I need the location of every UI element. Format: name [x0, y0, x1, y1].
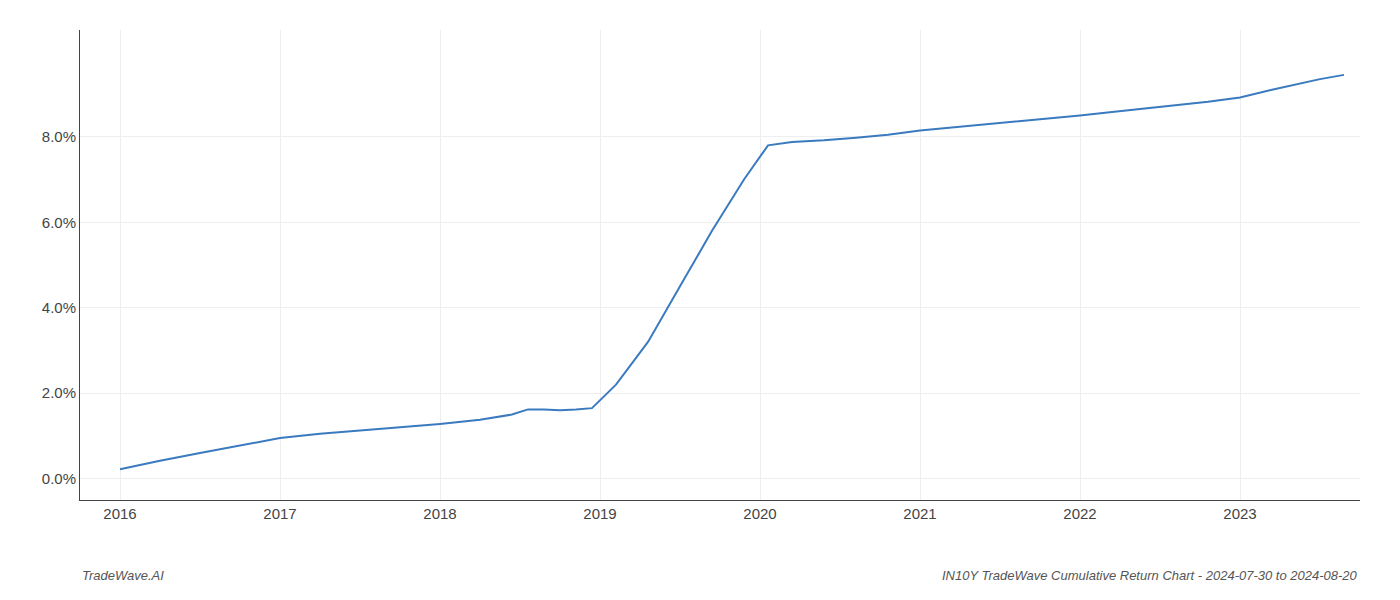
svg-text:2020: 2020	[743, 505, 776, 522]
svg-text:2019: 2019	[583, 505, 616, 522]
svg-text:4.0%: 4.0%	[42, 299, 76, 316]
svg-text:2023: 2023	[1223, 505, 1256, 522]
svg-text:2016: 2016	[103, 505, 136, 522]
svg-text:TradeWave.AI: TradeWave.AI	[82, 568, 164, 583]
svg-text:2021: 2021	[903, 505, 936, 522]
svg-text:0.0%: 0.0%	[42, 470, 76, 487]
svg-text:2017: 2017	[263, 505, 296, 522]
svg-text:2.0%: 2.0%	[42, 384, 76, 401]
svg-text:2022: 2022	[1063, 505, 1096, 522]
svg-text:6.0%: 6.0%	[42, 214, 76, 231]
svg-text:8.0%: 8.0%	[42, 128, 76, 145]
svg-text:2018: 2018	[423, 505, 456, 522]
svg-text:IN10Y TradeWave Cumulative Ret: IN10Y TradeWave Cumulative Return Chart …	[942, 568, 1358, 583]
